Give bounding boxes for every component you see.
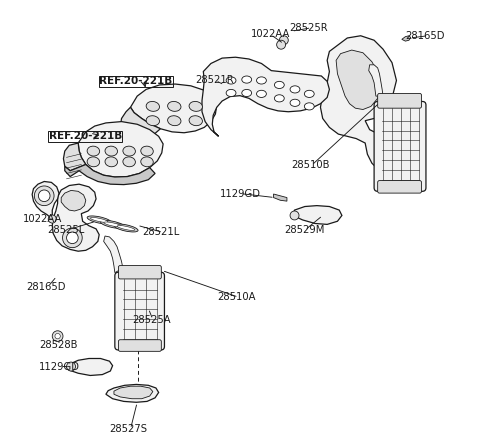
Ellipse shape bbox=[189, 116, 203, 126]
Ellipse shape bbox=[304, 90, 314, 97]
Circle shape bbox=[67, 362, 75, 371]
Polygon shape bbox=[336, 50, 381, 110]
Text: 1022AA: 1022AA bbox=[251, 30, 290, 39]
Ellipse shape bbox=[256, 77, 266, 84]
Circle shape bbox=[276, 40, 286, 49]
Polygon shape bbox=[369, 65, 383, 96]
Text: 28165D: 28165D bbox=[406, 31, 445, 41]
Text: 1129GD: 1129GD bbox=[39, 362, 80, 371]
Polygon shape bbox=[67, 358, 113, 375]
Ellipse shape bbox=[189, 101, 203, 111]
Ellipse shape bbox=[105, 157, 118, 167]
Circle shape bbox=[55, 333, 60, 339]
Ellipse shape bbox=[275, 81, 284, 89]
Ellipse shape bbox=[290, 99, 300, 106]
Polygon shape bbox=[63, 143, 86, 171]
Ellipse shape bbox=[114, 224, 138, 232]
Text: 28525L: 28525L bbox=[47, 225, 84, 235]
Polygon shape bbox=[321, 36, 396, 174]
Ellipse shape bbox=[275, 95, 284, 102]
Circle shape bbox=[48, 215, 56, 223]
Ellipse shape bbox=[226, 89, 236, 97]
Ellipse shape bbox=[146, 101, 159, 111]
Ellipse shape bbox=[290, 86, 300, 93]
Polygon shape bbox=[32, 181, 59, 219]
Ellipse shape bbox=[123, 146, 135, 156]
Polygon shape bbox=[106, 384, 159, 402]
Ellipse shape bbox=[168, 116, 181, 126]
Ellipse shape bbox=[90, 218, 108, 222]
Ellipse shape bbox=[101, 220, 125, 228]
Ellipse shape bbox=[256, 90, 266, 97]
Ellipse shape bbox=[141, 157, 153, 167]
Text: 1022AA: 1022AA bbox=[23, 214, 62, 224]
Ellipse shape bbox=[242, 89, 252, 97]
Polygon shape bbox=[293, 206, 342, 224]
Text: 28525A: 28525A bbox=[132, 315, 170, 325]
Ellipse shape bbox=[117, 226, 135, 230]
Polygon shape bbox=[402, 36, 411, 41]
FancyBboxPatch shape bbox=[115, 272, 165, 350]
FancyBboxPatch shape bbox=[119, 266, 161, 279]
Ellipse shape bbox=[146, 116, 159, 126]
FancyBboxPatch shape bbox=[374, 101, 426, 191]
Text: 28525R: 28525R bbox=[289, 23, 328, 33]
FancyBboxPatch shape bbox=[119, 340, 161, 351]
Ellipse shape bbox=[87, 216, 111, 224]
Polygon shape bbox=[120, 107, 160, 143]
Text: 28529M: 28529M bbox=[284, 225, 324, 235]
Circle shape bbox=[62, 228, 82, 248]
Ellipse shape bbox=[168, 101, 181, 111]
Ellipse shape bbox=[242, 76, 252, 83]
Ellipse shape bbox=[141, 146, 153, 156]
Circle shape bbox=[35, 186, 54, 206]
Ellipse shape bbox=[226, 77, 236, 84]
Ellipse shape bbox=[123, 157, 135, 167]
Polygon shape bbox=[202, 57, 329, 136]
Polygon shape bbox=[104, 236, 123, 273]
Text: 28510B: 28510B bbox=[291, 160, 330, 170]
Text: REF.20-221B: REF.20-221B bbox=[99, 76, 172, 86]
Polygon shape bbox=[52, 184, 99, 251]
Ellipse shape bbox=[105, 146, 118, 156]
Circle shape bbox=[279, 36, 288, 45]
Polygon shape bbox=[65, 164, 155, 185]
Polygon shape bbox=[78, 122, 163, 177]
Ellipse shape bbox=[87, 157, 100, 167]
Polygon shape bbox=[274, 194, 287, 201]
Text: 28521L: 28521L bbox=[143, 228, 180, 237]
Ellipse shape bbox=[87, 146, 100, 156]
Text: REF.20-221B: REF.20-221B bbox=[48, 131, 122, 141]
Text: 28521R: 28521R bbox=[195, 76, 234, 85]
Ellipse shape bbox=[304, 103, 314, 110]
FancyBboxPatch shape bbox=[378, 93, 421, 108]
Polygon shape bbox=[131, 84, 217, 133]
Circle shape bbox=[290, 211, 299, 220]
Text: 28527S: 28527S bbox=[109, 424, 147, 434]
Circle shape bbox=[52, 331, 63, 342]
Text: 1129GD: 1129GD bbox=[220, 189, 261, 198]
FancyBboxPatch shape bbox=[378, 181, 421, 193]
Polygon shape bbox=[61, 190, 86, 211]
Polygon shape bbox=[114, 386, 153, 399]
Ellipse shape bbox=[104, 222, 121, 227]
Circle shape bbox=[38, 190, 50, 202]
Text: 28510A: 28510A bbox=[217, 292, 256, 302]
Text: 28165D: 28165D bbox=[26, 282, 66, 292]
Text: 28528B: 28528B bbox=[39, 340, 77, 350]
Circle shape bbox=[67, 232, 78, 244]
